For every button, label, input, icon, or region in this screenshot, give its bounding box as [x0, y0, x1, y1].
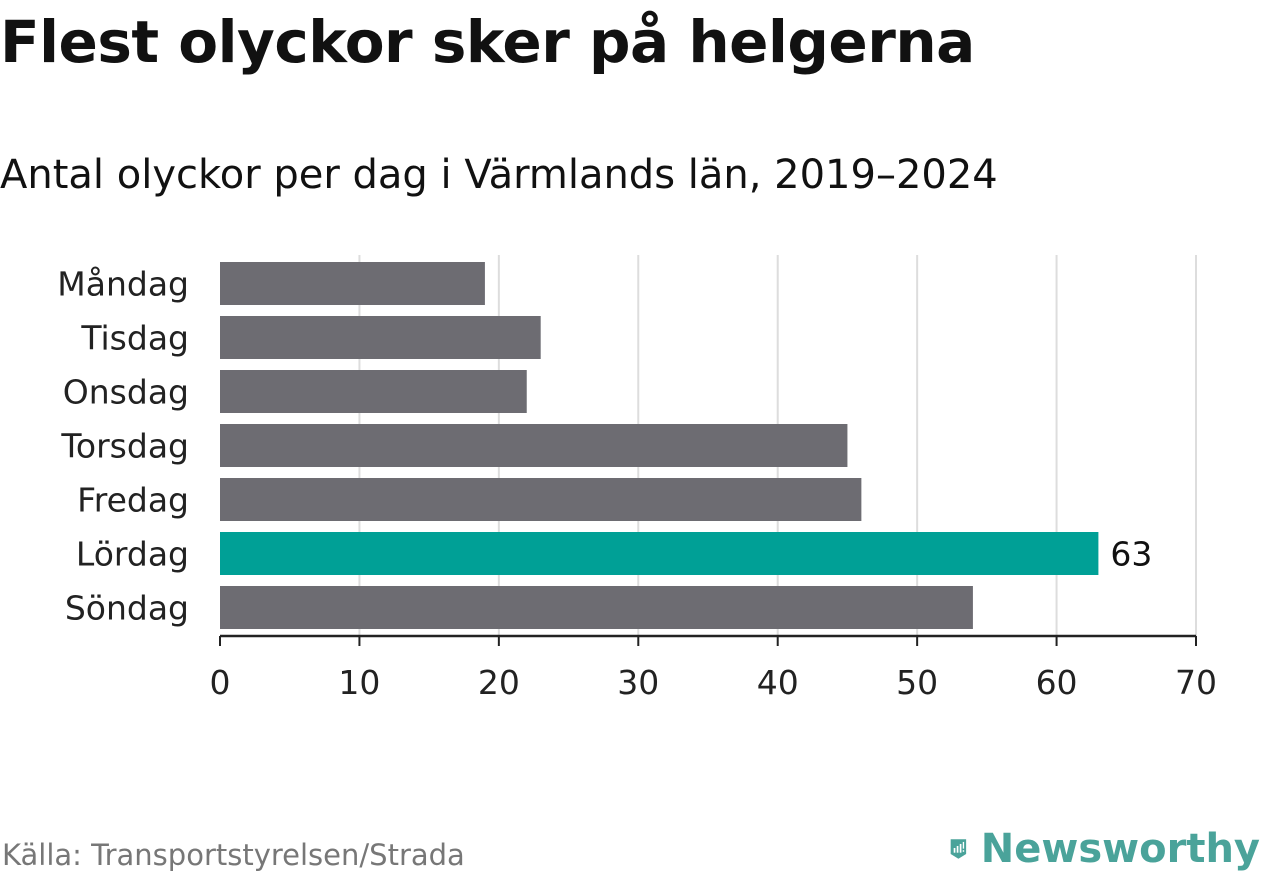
source-note: Källa: Transportstyrelsen/Strada [2, 838, 465, 872]
x-tick-label: 10 [338, 663, 380, 702]
bars: 63 [220, 262, 1152, 629]
x-tick-label: 50 [896, 663, 938, 702]
category-label: Söndag [65, 589, 189, 628]
category-label: Tisdag [80, 319, 189, 358]
x-tick-label: 70 [1175, 663, 1217, 702]
bar [220, 478, 862, 521]
category-label: Måndag [57, 265, 189, 304]
bar [220, 262, 485, 305]
brand-logo[interactable]: Newsworthy [950, 818, 1260, 880]
bar-chart: 63 Måndag Tisdag Onsdag Torsdag Fredag Lördag… [57, 255, 1217, 702]
value-label: 63 [1110, 535, 1152, 574]
category-labels: Måndag Tisdag Onsdag Torsdag Fredag Lördag Sön… [57, 265, 189, 628]
newsworthy-logo-icon [950, 839, 967, 859]
x-axis: 0 10 20 30 40 50 60 70 [210, 634, 1217, 702]
bar [220, 424, 848, 467]
x-tick-label: 40 [757, 663, 799, 702]
bar [220, 586, 973, 629]
x-tick-label: 20 [478, 663, 520, 702]
bar [220, 316, 541, 359]
category-label: Onsdag [63, 373, 189, 412]
category-label: Lördag [76, 535, 189, 574]
chart-title: Flest olyckor sker på helgerna [0, 8, 975, 76]
x-tick-label: 0 [210, 663, 231, 702]
category-label: Fredag [77, 481, 189, 520]
x-tick-label: 30 [617, 663, 659, 702]
x-tick-label: 60 [1036, 663, 1078, 702]
brand-name: Newsworthy [980, 826, 1260, 872]
chart-subtitle: Antal olyckor per dag i Värmlands län, 2… [0, 152, 998, 198]
bar [220, 370, 527, 413]
bar [220, 532, 1099, 575]
category-label: Torsdag [60, 427, 189, 466]
